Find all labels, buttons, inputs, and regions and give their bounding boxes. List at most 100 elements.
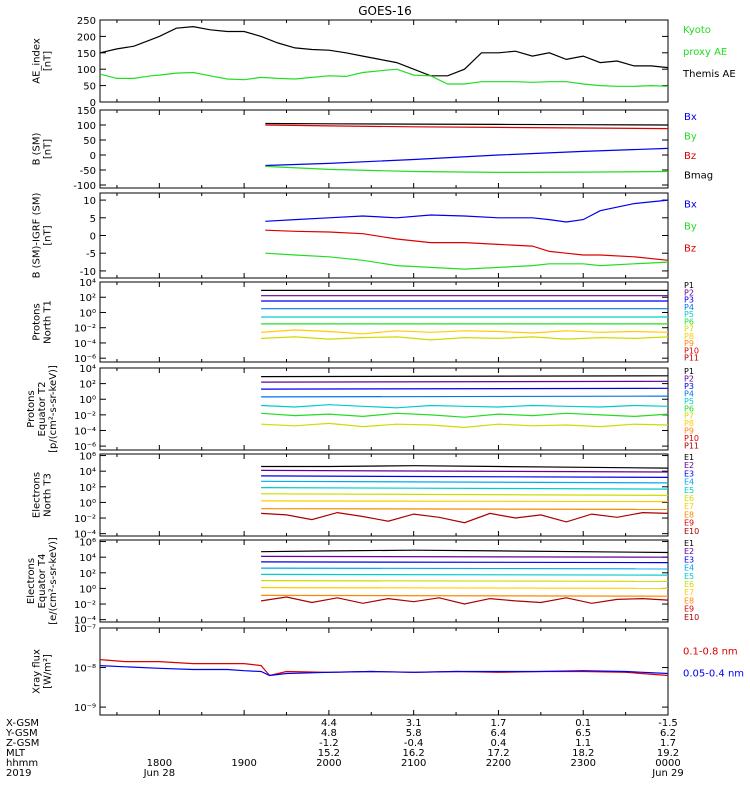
y-tick-label: 250 (77, 16, 96, 27)
y-tick-label: 10² (79, 569, 96, 580)
legend-entry: P11 (684, 354, 699, 363)
legend-entry: E3 (684, 555, 694, 564)
legend-entry: P1 (684, 367, 694, 376)
y-tick-label: 10² (79, 380, 96, 391)
y-tick-label: 200 (77, 32, 96, 43)
legend-entry: E2 (684, 461, 694, 470)
y-tick-label: 0 (90, 232, 96, 243)
y-tick-label: 10⁻⁴ (74, 530, 96, 541)
legend-entry: E3 (684, 469, 694, 478)
y-tick-label: -100 (73, 181, 96, 192)
y-axis-label: [nT] (43, 225, 54, 245)
y-tick-label: 10⁻⁶ (74, 354, 96, 365)
panel-frame (99, 367, 669, 451)
ephemeris-value: 4.4 (321, 718, 337, 729)
panel-p_equator: 10⁴ 10² 10⁰ 10⁻² 10⁻⁴ 10⁻⁶ Protons Equator T2 [p… (26, 364, 699, 453)
legend-entry: Kyoto (683, 25, 711, 36)
y-axis-label: Protons (26, 390, 37, 427)
y-tick-label: 10⁴ (79, 364, 96, 375)
series-p8 (261, 336, 669, 341)
series-p2 (261, 380, 669, 383)
y-tick-label: -5 (86, 249, 96, 260)
ephemeris-value: -1.2 (319, 738, 339, 749)
series-e4 (261, 567, 669, 570)
legend-entry: E8 (684, 596, 694, 605)
series-bmag (265, 122, 669, 126)
y-tick-label: 50 (83, 136, 96, 147)
series-e8 (261, 594, 669, 597)
legend-entry: 0.1-0.8 nm (683, 647, 738, 658)
series-p7 (261, 422, 669, 429)
ephemeris-value: 18.2 (572, 748, 594, 759)
series-bx (265, 147, 669, 167)
y-tick-label: 10⁰ (79, 584, 96, 595)
series-kyoto-proxy-ae (99, 68, 669, 87)
ephemeris-value: 3.1 (406, 718, 422, 729)
panel-frame (99, 281, 669, 363)
y-axis-label: [W/m²] (43, 654, 54, 689)
legend-entry: P6 (684, 404, 694, 413)
legend-entry: P8 (684, 332, 694, 341)
panel-frame (99, 19, 669, 103)
y-tick-label: 10⁰ (79, 308, 96, 319)
legend-entry: E6 (684, 580, 694, 589)
y-axis-label: [nT] (43, 51, 54, 71)
y-tick-label: 10⁶ (79, 538, 96, 549)
panel-bigrf: 10 5 0 -5 -10 B (SM)-IGRF (SM) [nT] Bx By Bz (32, 192, 697, 279)
ephemeris-value: 0.4 (490, 738, 506, 749)
y-tick-label: 10⁻⁸ (74, 664, 96, 675)
legend-entry: E10 (684, 527, 699, 536)
legend-entry: E6 (684, 494, 694, 503)
series-e1 (261, 465, 669, 469)
series-p1 (261, 375, 669, 378)
legend-entry: E9 (684, 519, 694, 528)
y-tick-label: 10⁻⁴ (74, 616, 96, 627)
y-tick-label: 10² (79, 483, 96, 494)
y-tick-label: 10⁻⁹ (74, 703, 96, 714)
ephemeris-value: 16.2 (403, 748, 425, 759)
y-tick-label: 10⁰ (79, 498, 96, 509)
row-label: MLT (6, 748, 26, 759)
legend-entry: P10 (684, 434, 699, 443)
hhmm-tick-label: 2000 (316, 758, 341, 769)
y-axis-label: [e/(cm²-s-sr-keV)] (48, 537, 59, 625)
ephemeris-value: 4.8 (321, 728, 337, 739)
legend-entry: E5 (684, 486, 694, 495)
legend-entry: Themis AE (682, 69, 736, 80)
y-axis-label: Xray flux (32, 649, 43, 694)
y-axis-label: Equator T4 (37, 554, 48, 609)
legend-entry: Bz (684, 244, 696, 255)
series-e7 (261, 500, 669, 503)
y-tick-label: 150 (77, 106, 96, 117)
y-tick-label: 10⁻⁶ (74, 442, 96, 453)
panel-frame (99, 627, 669, 716)
legend-entry: P1 (684, 281, 694, 290)
legend-entry: E4 (684, 478, 694, 487)
y-axis-label: Electrons (32, 472, 43, 518)
y-axis-label: B (SM) (32, 132, 43, 165)
y-tick-label: 10⁻² (74, 411, 96, 422)
series-e7 (261, 586, 669, 590)
series-e5 (261, 573, 669, 576)
series-by (265, 252, 669, 270)
chart-title: GOES-16 (358, 4, 412, 18)
series-p3 (261, 387, 669, 390)
series-e3 (261, 561, 669, 564)
y-axis-label: Electrons (26, 558, 37, 604)
ephemeris-value: 1.7 (660, 738, 676, 749)
row-label: X-GSM (6, 718, 39, 729)
ephemeris-value: 0.1 (575, 718, 591, 729)
series-e2 (261, 469, 669, 473)
y-tick-label: 10⁻⁴ (74, 339, 96, 350)
date-tick-label: Jun 28 (143, 768, 176, 779)
legend-entry: P3 (684, 296, 694, 305)
hhmm-tick-label: 2100 (401, 758, 426, 769)
series-e6 (261, 493, 669, 496)
legend-entry: P4 (684, 303, 694, 312)
series-p6 (261, 412, 669, 418)
legend-entry: E7 (684, 588, 694, 597)
legend-entry: E5 (684, 572, 694, 581)
